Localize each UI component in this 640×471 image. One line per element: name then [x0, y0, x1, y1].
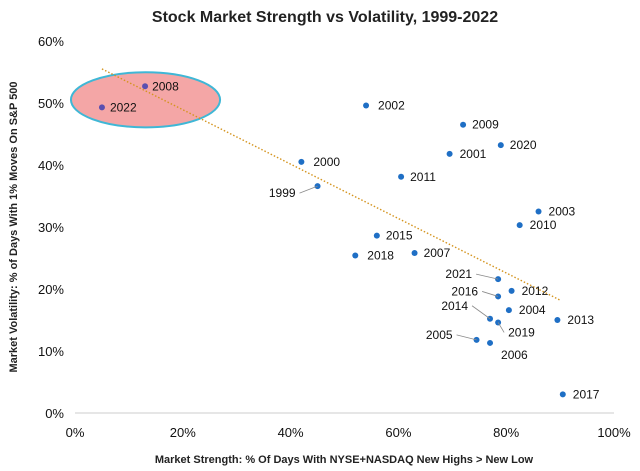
leader-line: [476, 273, 499, 280]
point-label: 2006: [501, 348, 528, 362]
point-label: 2002: [378, 98, 405, 112]
point-label: 2008: [152, 79, 179, 93]
point-label: 2019: [508, 325, 535, 339]
leader-line: [456, 334, 477, 341]
point-label: 2016: [451, 284, 478, 298]
y-axis-title: Market Volatility: % of Days With 1% Mov…: [8, 81, 20, 372]
leader-line: [481, 291, 499, 297]
point-labels: 2008 2022 2002 2009 2020 2001 2000 2011 1999 2003…: [110, 79, 600, 401]
data-point: [411, 250, 418, 257]
x-tick-label: 40%: [278, 425, 304, 440]
point-label: 2007: [424, 246, 451, 260]
data-point: [373, 232, 380, 239]
data-point: [516, 222, 523, 229]
y-tick-label: 30%: [38, 220, 64, 235]
data-points: [98, 83, 566, 398]
point-label: 2010: [530, 218, 557, 232]
x-tick-label: 0%: [66, 425, 85, 440]
y-tick-label: 0%: [45, 406, 64, 421]
data-point: [352, 252, 359, 259]
point-label: 2005: [426, 328, 453, 342]
y-tick-label: 60%: [38, 34, 64, 49]
highlight-region: [69, 71, 222, 129]
y-tick-label: 20%: [38, 282, 64, 297]
data-point: [446, 150, 453, 157]
point-label: 2021: [445, 267, 472, 281]
point-label: 2009: [472, 118, 499, 132]
y-tick-label: 10%: [38, 344, 64, 359]
x-tick-label: 20%: [170, 425, 196, 440]
point-label: 2015: [386, 229, 413, 243]
data-point: [363, 102, 370, 109]
trendline-group: [101, 68, 561, 301]
data-point: [559, 391, 566, 398]
data-point: [298, 158, 305, 165]
x-tick-label: 80%: [493, 425, 519, 440]
data-point: [505, 307, 512, 314]
x-tick-label: 60%: [385, 425, 411, 440]
point-label: 1999: [269, 186, 296, 200]
point-label: 2017: [573, 387, 600, 401]
data-point: [487, 339, 494, 346]
point-label: 2004: [519, 303, 546, 317]
leader-line: [497, 322, 505, 333]
x-tick-labels: 0% 20% 40% 60% 80% 100%: [66, 425, 631, 440]
data-point: [98, 104, 105, 111]
highlight-ellipse: [69, 71, 222, 129]
data-point: [497, 142, 504, 149]
point-label: 2011: [410, 170, 436, 184]
trendline: [101, 68, 561, 301]
point-label: 2018: [367, 249, 394, 263]
y-tick-label: 40%: [38, 158, 64, 173]
chart-title: Stock Market Strength vs Volatility, 199…: [152, 9, 498, 26]
data-point: [398, 173, 405, 180]
point-label: 2020: [510, 138, 537, 152]
point-label: 2013: [567, 313, 594, 327]
point-label: 2012: [522, 284, 549, 298]
data-point: [142, 83, 149, 90]
data-point: [554, 317, 561, 323]
leader-line: [299, 185, 318, 194]
point-label: 2000: [313, 155, 340, 169]
data-point: [460, 121, 467, 128]
data-point: [535, 208, 542, 215]
data-point: [508, 287, 515, 294]
point-label: 2001: [460, 147, 487, 161]
y-tick-labels: 0% 10% 20% 30% 40% 50% 60%: [38, 34, 64, 421]
y-tick-label: 50%: [38, 96, 64, 111]
x-tick-label: 100%: [597, 425, 631, 440]
x-axis-title: Market Strength: % Of Days With NYSE+NAS…: [155, 454, 534, 466]
point-label: 2003: [549, 205, 576, 219]
point-label: 2014: [441, 299, 468, 313]
point-label: 2022: [110, 100, 137, 114]
leader-line: [471, 305, 491, 320]
